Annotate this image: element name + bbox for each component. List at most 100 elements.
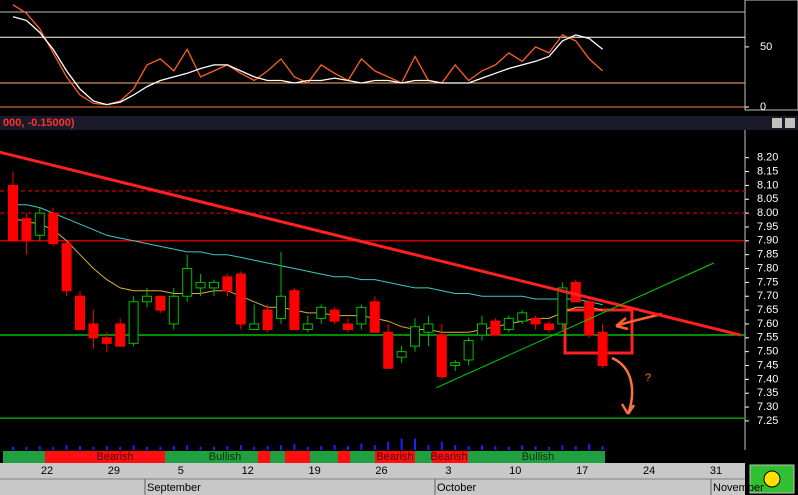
candle-body [21, 218, 32, 242]
y-tick-label: 7.50 [757, 346, 778, 358]
y-tick-label: 50 [760, 41, 772, 53]
candle-body [8, 184, 18, 242]
bull-band [165, 451, 258, 463]
axis-mask [746, 131, 798, 135]
y-tick-label: 7.40 [757, 373, 778, 385]
signal-label: Bullish [522, 451, 554, 463]
bear-band [375, 451, 415, 463]
candle-body [101, 337, 112, 344]
candle-body [557, 287, 568, 325]
candle-body [544, 323, 554, 330]
candle-body [302, 323, 313, 330]
month-label: November [713, 482, 764, 494]
x-tick-label: 19 [308, 465, 320, 477]
candle-body [168, 295, 179, 325]
candle-body [128, 301, 139, 344]
y-tick-label: 8.05 [757, 193, 778, 205]
month-label: October [437, 482, 476, 494]
annotation-arrow [611, 356, 636, 415]
y-tick-label: 8.15 [757, 165, 778, 177]
y-tick-label: 7.80 [757, 262, 778, 274]
y-tick-label: 7.55 [757, 332, 778, 344]
candle-body [369, 301, 380, 333]
panel-header-text: 000, -0.15000) [3, 117, 75, 129]
y-tick-label: 0 [760, 101, 766, 113]
x-tick-label: 17 [576, 465, 588, 477]
bull-band [310, 451, 338, 463]
x-tick-label: 12 [242, 465, 254, 477]
signal-label: Bearish [96, 451, 133, 463]
bear-band [338, 451, 350, 463]
candle-body [276, 295, 286, 319]
candle-body [517, 312, 528, 322]
candle-body [477, 323, 487, 336]
candle-body [396, 351, 407, 358]
annotation-text: ? [645, 372, 651, 384]
y-tick-label: 7.70 [757, 290, 778, 302]
candle-body [195, 281, 206, 289]
candle-body [222, 276, 233, 292]
candle-body [316, 306, 327, 319]
y-tick-label: 7.95 [757, 221, 778, 233]
line [13, 204, 603, 306]
y-tick-label: 7.65 [757, 304, 778, 316]
candle-body [343, 323, 353, 330]
y-tick-label: 7.75 [757, 276, 778, 288]
y-tick-label: 7.25 [757, 415, 778, 427]
minimize-button[interactable] [772, 118, 782, 128]
candle-body [289, 290, 300, 330]
candle-body [436, 334, 447, 378]
bear-band [258, 451, 270, 463]
bear-band [432, 451, 468, 463]
candle-body [530, 317, 541, 325]
bull-band [415, 451, 432, 463]
bull-band [350, 451, 375, 463]
x-tick-label: 26 [375, 465, 387, 477]
smiley-icon[interactable] [763, 470, 781, 488]
y-tick-label: 8.20 [757, 152, 778, 164]
month-label: September [147, 482, 201, 494]
x-tick-label: 3 [445, 465, 451, 477]
candle-body [423, 323, 434, 333]
bull-band [468, 451, 605, 463]
candle-body [88, 323, 99, 339]
candle-body [450, 362, 461, 367]
close-button[interactable] [785, 118, 795, 128]
bull-band [270, 451, 285, 463]
candle-body [410, 326, 420, 347]
y-tick-label: 8.00 [757, 207, 778, 219]
x-tick-label: 31 [710, 465, 722, 477]
bull-band [3, 451, 45, 463]
x-tick-label: 29 [108, 465, 120, 477]
x-tick-label: 10 [509, 465, 521, 477]
y-tick-label: 7.35 [757, 387, 778, 399]
trend-line [0, 150, 741, 337]
y-tick-label: 7.60 [757, 318, 778, 330]
signal-label: Bearish [430, 451, 467, 463]
candle-body [61, 243, 72, 292]
x-tick-label: 5 [178, 465, 184, 477]
bear-band [45, 451, 165, 463]
signal-label: Bearish [376, 451, 413, 463]
candle-body [142, 295, 152, 303]
candle-body [490, 320, 501, 336]
candle-body [329, 309, 340, 322]
x-tick-label: 24 [643, 465, 655, 477]
candle-body [182, 268, 193, 297]
candle-body [155, 295, 166, 311]
candle-body [463, 340, 474, 361]
candle-body [34, 212, 45, 236]
candle-body [75, 295, 85, 330]
x-tick-label: 22 [41, 465, 53, 477]
candle-body [584, 301, 595, 336]
y-tick-label: 7.45 [757, 359, 778, 371]
y-tick-label: 7.30 [757, 401, 778, 413]
signal-row: Bearish Bullish Bearish Bearish Bullish [3, 451, 605, 463]
candle-body [356, 306, 367, 325]
candle-body [249, 323, 260, 330]
candle-body [503, 317, 514, 330]
y-tick-label: 8.10 [757, 179, 778, 191]
